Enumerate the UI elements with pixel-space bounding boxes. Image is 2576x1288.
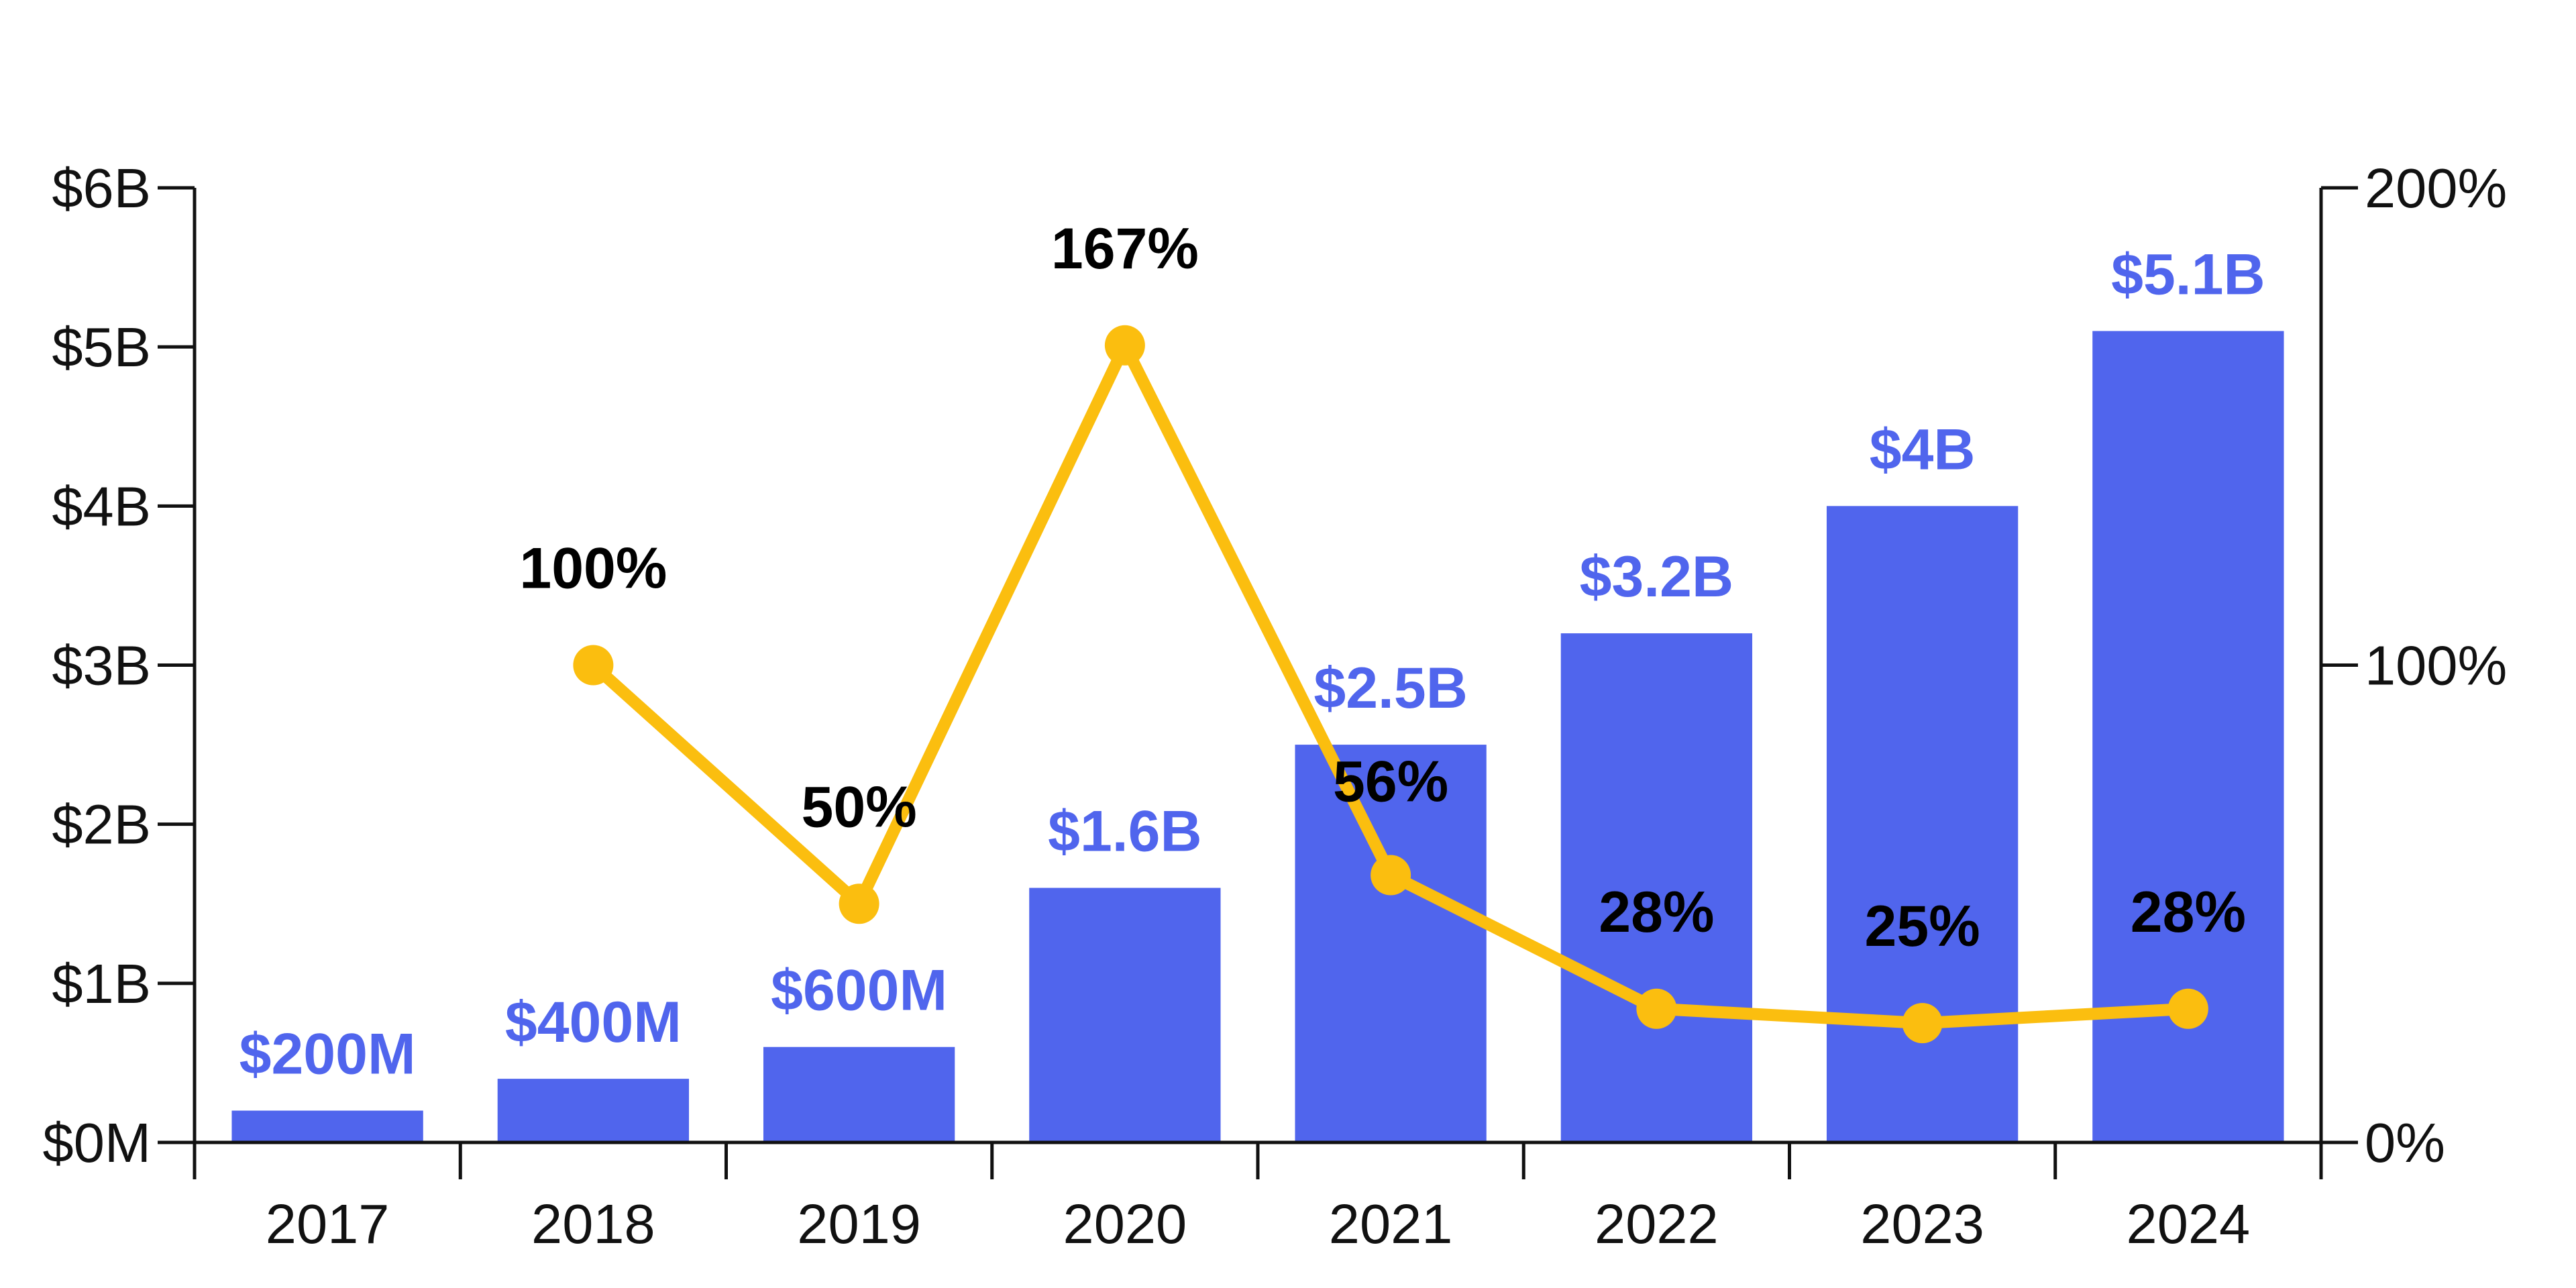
growth-value-label-2018: 100% bbox=[519, 537, 667, 601]
growth-value-label-2021: 56% bbox=[1333, 750, 1448, 814]
axes-layer bbox=[158, 186, 2358, 1179]
bar-2021 bbox=[1295, 745, 1487, 1142]
growth-point-2019 bbox=[839, 883, 879, 924]
left-axis-tick-label: $3B bbox=[52, 635, 151, 697]
left-axis-tick-label: $5B bbox=[52, 316, 151, 378]
left-axis-tick-label: $2B bbox=[52, 794, 151, 856]
right-axis-tick-label: 200% bbox=[2365, 157, 2507, 219]
growth-point-2023 bbox=[1902, 1003, 1943, 1044]
bar-2022 bbox=[1560, 633, 1753, 1142]
growth-point-2022 bbox=[1636, 988, 1677, 1029]
right-axis-tick-label: 100% bbox=[2365, 635, 2507, 697]
bar-value-label-2021: $2.5B bbox=[1313, 656, 1468, 720]
growth-point-2018 bbox=[573, 645, 614, 686]
x-axis-category-label: 2024 bbox=[2127, 1193, 2251, 1255]
bar-2017 bbox=[231, 1110, 423, 1142]
x-axis-category-label: 2020 bbox=[1063, 1193, 1187, 1255]
bar-value-label-2022: $3.2B bbox=[1580, 545, 1734, 609]
left-axis-tick-label: $1B bbox=[52, 953, 151, 1015]
bar-2018 bbox=[497, 1079, 690, 1142]
x-axis-category-label: 2021 bbox=[1329, 1193, 1453, 1255]
growth-value-label-2020: 167% bbox=[1051, 217, 1199, 281]
growth-point-2020 bbox=[1104, 325, 1145, 366]
growth-point-2021 bbox=[1371, 855, 1411, 896]
bar-2020 bbox=[1029, 888, 1221, 1142]
growth-value-label-2024: 28% bbox=[2131, 880, 2246, 945]
growth-value-label-2022: 28% bbox=[1599, 880, 1714, 945]
bar-value-label-2018: $400M bbox=[505, 990, 682, 1055]
growth-value-label-2019: 50% bbox=[802, 775, 917, 839]
left-axis-tick-label: $4B bbox=[52, 475, 151, 537]
left-axis-tick-label: $0M bbox=[43, 1112, 151, 1174]
bar-value-label-2017: $200M bbox=[239, 1022, 416, 1087]
bar-value-label-2020: $1.6B bbox=[1048, 800, 1202, 864]
labels-layer: $200M $400M $600M $1.6B $2.5B $3.2B $4B $5.1B 10… bbox=[43, 157, 2508, 1255]
x-axis-category-label: 2019 bbox=[797, 1193, 921, 1255]
growth-line-layer bbox=[573, 325, 2208, 1044]
bar-2023 bbox=[1826, 506, 2019, 1142]
right-axis-tick-label: 0% bbox=[2365, 1112, 2445, 1174]
x-axis-category-label: 2017 bbox=[266, 1193, 390, 1255]
bar-value-label-2019: $600M bbox=[771, 959, 947, 1023]
bar-value-label-2024: $5.1B bbox=[2111, 242, 2265, 307]
growth-point-2024 bbox=[2167, 988, 2208, 1029]
bar-2019 bbox=[763, 1046, 955, 1142]
x-axis-category-label: 2023 bbox=[1860, 1193, 1984, 1255]
x-axis-category-label: 2022 bbox=[1595, 1193, 1719, 1255]
bar-value-label-2023: $4B bbox=[1870, 417, 1976, 482]
growth-value-label-2023: 25% bbox=[1865, 894, 1980, 959]
x-axis-category-label: 2018 bbox=[531, 1193, 655, 1255]
left-axis-tick-label: $6B bbox=[52, 157, 151, 219]
